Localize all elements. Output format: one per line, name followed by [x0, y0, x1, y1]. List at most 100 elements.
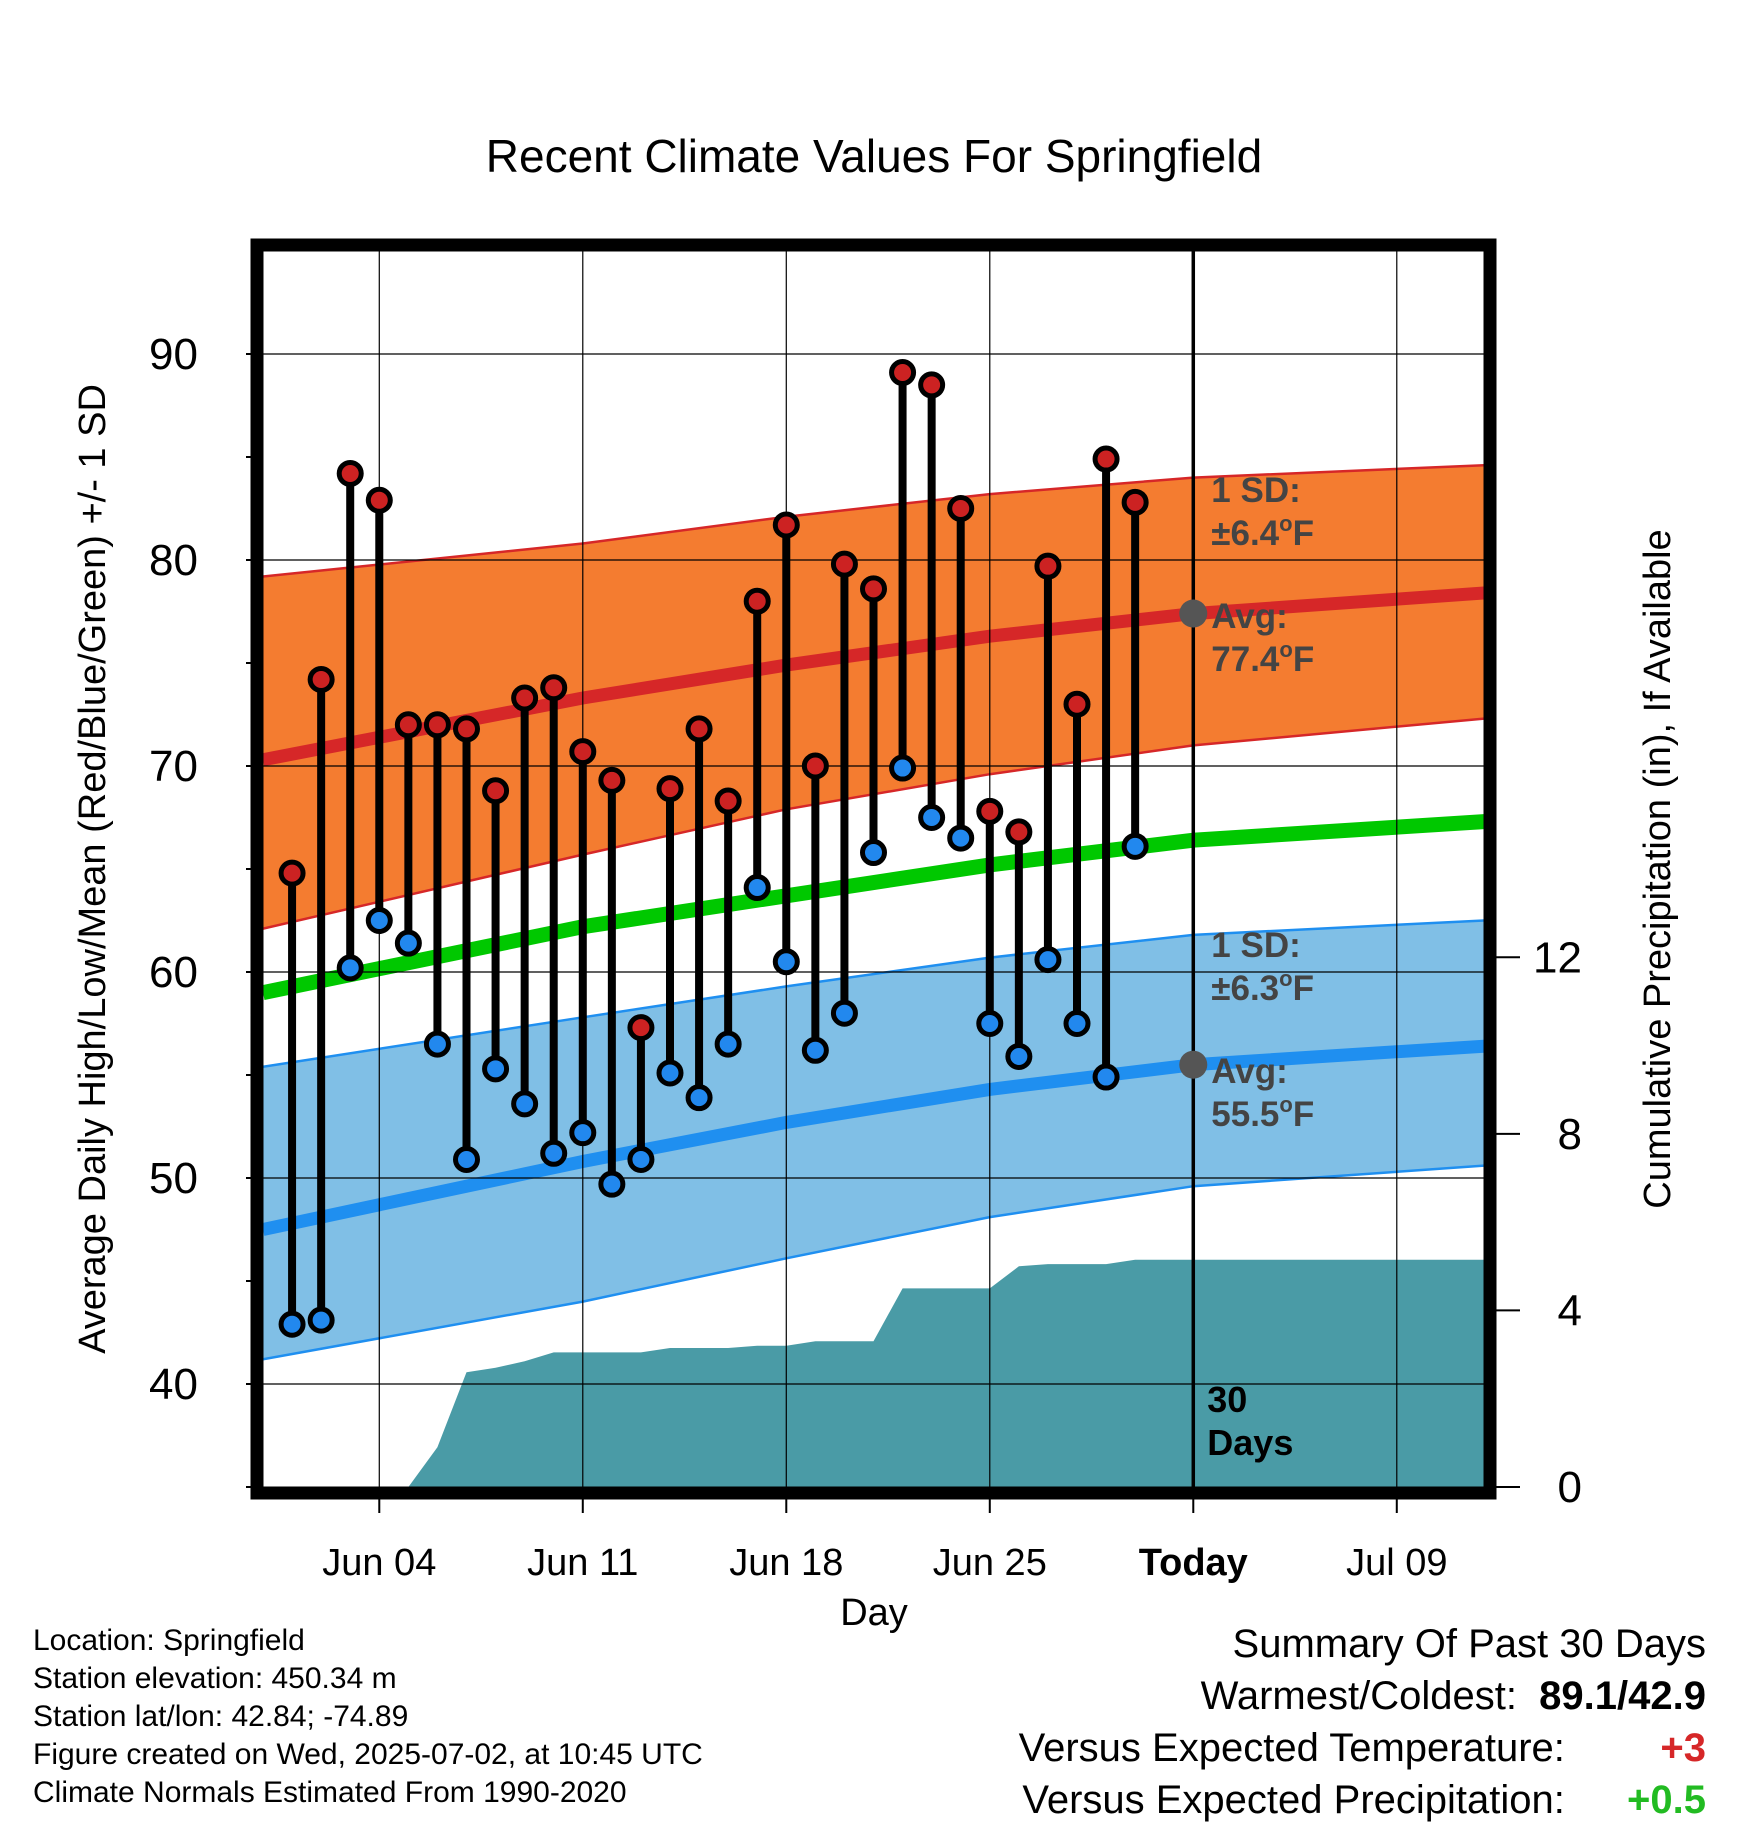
high-sd-label: 1 SD: — [1211, 471, 1300, 510]
summary-warmest-coldest: Warmest/Coldest: 89.1/42.9 — [1201, 1674, 1706, 1719]
daily-low-point — [423, 1030, 451, 1058]
daily-low-point — [394, 929, 422, 957]
daily-low-point — [569, 1119, 597, 1147]
warmest-coldest-label: Warmest/Coldest: — [1200, 1674, 1517, 1718]
y-axis-label: Average Daily High/Low/Mean (Red/Blue/Gr… — [72, 384, 114, 1354]
high-sd-band-upper-edge — [263, 463, 1484, 578]
x-tick-label: Jun 11 — [527, 1542, 638, 1584]
daily-low-point — [511, 1090, 539, 1118]
daily-low-point — [336, 954, 364, 982]
daily-low-point — [1092, 1063, 1120, 1091]
daily-low-point — [1034, 946, 1062, 974]
x-tick-label: Today — [1139, 1542, 1248, 1584]
normal-low-line — [263, 1039, 1484, 1236]
summary-temp: Versus Expected Temperature: +3 — [1019, 1726, 1706, 1771]
temp-vs-expected-label: Versus Expected Temperature: — [1018, 1726, 1565, 1770]
location-text: Location: Springfield — [33, 1624, 305, 1657]
axes: 40 50 60 70 80 90 0 4 8 12 Jun 04 Jun 11 Jun 18 Jun 2… — [149, 238, 1582, 1584]
daily-low-point — [1005, 1042, 1033, 1070]
daily-low-point — [947, 824, 975, 852]
y-tick-label: 40 — [149, 1360, 198, 1409]
daily-low-point — [598, 1170, 626, 1198]
daily-high-point — [482, 777, 510, 805]
daily-high-point — [598, 766, 626, 794]
daily-high-point — [365, 486, 393, 514]
daily-high-point — [947, 495, 975, 522]
y2-tick-label: 12 — [1533, 933, 1582, 982]
daily-low-point — [743, 874, 771, 902]
daily-low-point — [1063, 1010, 1091, 1037]
daily-low-point — [482, 1055, 510, 1083]
today-high-marker — [1179, 599, 1208, 628]
daily-high-point — [860, 575, 887, 603]
daily-low-point — [976, 1010, 1004, 1037]
y-tick-label: 70 — [149, 742, 198, 791]
summary-title: Summary Of Past 30 Days — [1232, 1622, 1706, 1666]
precip-vs-expected-label: Versus Expected Precipitation: — [1022, 1778, 1565, 1822]
daily-high-point — [889, 359, 917, 387]
today-low-marker — [1179, 1050, 1208, 1079]
elevation-text: Station elevation: 450.34 m — [33, 1662, 397, 1695]
y-tick-label: 80 — [149, 536, 198, 585]
low-sd-band-lower-edge — [263, 1164, 1484, 1361]
latlon-text: Station lat/lon: 42.84; -74.89 — [33, 1700, 409, 1733]
daily-high-point — [453, 715, 480, 743]
created-text: Figure created on Wed, 2025-07-02, at 10… — [33, 1738, 703, 1771]
x-tick-label: Jul 09 — [1346, 1542, 1447, 1584]
daily-high-point — [976, 797, 1004, 825]
daily-high-point — [511, 684, 539, 712]
daily-low-point — [801, 1036, 829, 1064]
period-number: 30 — [1207, 1379, 1247, 1420]
daily-high-point — [336, 459, 364, 487]
daily-high-point — [394, 711, 422, 739]
daily-high-point — [1121, 488, 1149, 516]
daily-high-point — [1034, 552, 1062, 580]
daily-high-point — [627, 1014, 655, 1042]
x-tick-label: Jun 18 — [729, 1542, 843, 1584]
daily-high-point — [685, 715, 713, 743]
low-avg-label: Avg: — [1211, 1052, 1287, 1091]
high-avg-value: 77.4oF — [1211, 637, 1314, 679]
x-tick-label: Jun 25 — [933, 1542, 1047, 1584]
high-sd-band-lower-edge — [263, 717, 1484, 930]
precip-vs-expected-value: +0.5 — [1627, 1778, 1706, 1822]
daily-low-point — [685, 1084, 713, 1112]
daily-high-point — [1092, 445, 1120, 473]
daily-low-point — [365, 907, 393, 934]
daily-high-point — [656, 775, 684, 803]
plot-frame — [250, 238, 1497, 1500]
daily-low-point — [860, 839, 887, 867]
daily-high-point — [423, 711, 451, 739]
daily-high-point — [278, 859, 306, 887]
daily-high-point — [1005, 818, 1033, 846]
daily-low-point — [656, 1059, 684, 1087]
daily-low-point — [918, 804, 946, 831]
daily-high-point — [569, 738, 597, 766]
y-tick-label: 50 — [149, 1154, 198, 1203]
x-axis-label: Day — [840, 1592, 908, 1634]
y2-tick-label: 8 — [1558, 1110, 1582, 1159]
y2-axis-label: Cumulative Precipitation (in), If Availa… — [1637, 529, 1679, 1208]
station-info: Location: Springfield Station elevation:… — [33, 1622, 703, 1812]
plot-content — [263, 251, 1484, 1487]
temp-vs-expected-value: +3 — [1660, 1726, 1706, 1770]
daily-low-point — [772, 948, 800, 976]
daily-high-point — [918, 371, 946, 399]
daily-low-point — [627, 1145, 655, 1173]
high-avg-label: Avg: — [1211, 597, 1287, 636]
daily-high-point — [1063, 690, 1091, 718]
daily-high-point — [772, 511, 800, 539]
y2-tick-label: 0 — [1558, 1463, 1582, 1512]
low-sd-value: ±6.3oF — [1211, 966, 1314, 1008]
daily-low-point — [540, 1139, 568, 1167]
daily-low-point — [714, 1030, 742, 1058]
y-tick-label: 90 — [149, 330, 198, 379]
normal-mean-line — [263, 814, 1484, 1000]
high-sd-value: ±6.4oF — [1211, 511, 1314, 553]
x-tick-label: Jun 04 — [322, 1542, 436, 1584]
normals-text: Climate Normals Estimated From 1990-2020 — [33, 1776, 627, 1809]
daily-high-point — [540, 674, 568, 702]
low-sd-label: 1 SD: — [1211, 926, 1300, 965]
summary-precip: Versus Expected Precipitation: +0.5 — [1022, 1778, 1706, 1823]
